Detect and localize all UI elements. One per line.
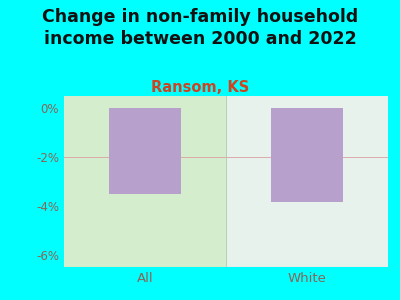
Text: Ransom, KS: Ransom, KS [151, 80, 249, 94]
Bar [226, 96, 388, 267]
Text: Change in non-family household
income between 2000 and 2022: Change in non-family household income be… [42, 8, 358, 48]
Bar [108, 108, 182, 194]
Bar [270, 108, 344, 202]
